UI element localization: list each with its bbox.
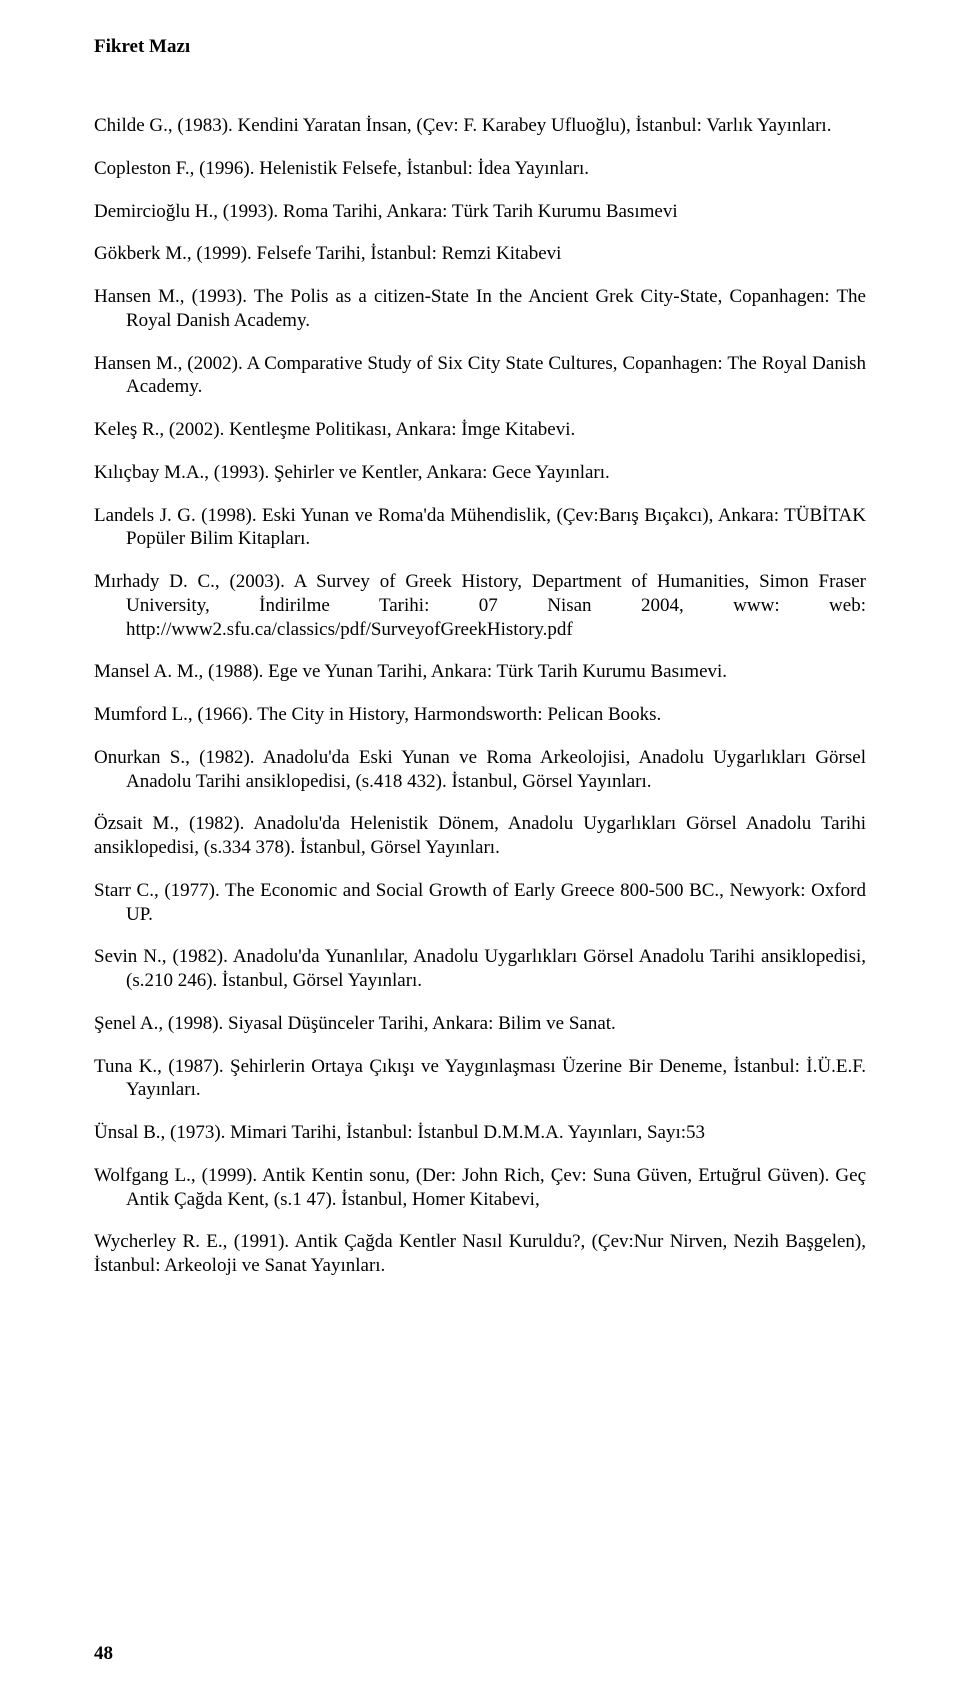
reference-entry: Onurkan S., (1982). Anadolu'da Eski Yuna… [94, 746, 866, 794]
reference-entry: Özsait M., (1982). Anadolu'da Helenistik… [94, 812, 866, 860]
reference-entry: Hansen M., (1993). The Polis as a citize… [94, 285, 866, 333]
reference-entry: Wolfgang L., (1999). Antik Kentin sonu, … [94, 1164, 866, 1212]
reference-entry: Copleston F., (1996). Helenistik Felsefe… [94, 157, 866, 181]
reference-entry: Ünsal B., (1973). Mimari Tarihi, İstanbu… [94, 1121, 866, 1145]
reference-entry: Tuna K., (1987). Şehirlerin Ortaya Çıkış… [94, 1055, 866, 1103]
reference-entry: Kılıçbay M.A., (1993). Şehirler ve Kentl… [94, 461, 866, 485]
reference-entry: Gökberk M., (1999). Felsefe Tarihi, İsta… [94, 242, 866, 266]
reference-entry: Demircioğlu H., (1993). Roma Tarihi, Ank… [94, 200, 866, 224]
reference-entry: Mumford L., (1966). The City in History,… [94, 703, 866, 727]
reference-entry: Wycherley R. E., (1991). Antik Çağda Ken… [94, 1230, 866, 1278]
page-header-author: Fikret Mazı [94, 36, 866, 58]
reference-entry: Mansel A. M., (1988). Ege ve Yunan Tarih… [94, 660, 866, 684]
page: Fikret Mazı Childe G., (1983). Kendini Y… [0, 0, 960, 1699]
reference-entry: Keleş R., (2002). Kentleşme Politikası, … [94, 418, 866, 442]
reference-entry: Landels J. G. (1998). Eski Yunan ve Roma… [94, 504, 866, 552]
references-list: Childe G., (1983). Kendini Yaratan İnsan… [94, 114, 866, 1278]
reference-entry: Şenel A., (1998). Siyasal Düşünceler Tar… [94, 1012, 866, 1036]
reference-entry: Hansen M., (2002). A Comparative Study o… [94, 352, 866, 400]
page-number: 48 [94, 1643, 113, 1665]
reference-entry: Childe G., (1983). Kendini Yaratan İnsan… [94, 114, 866, 138]
reference-entry: Starr C., (1977). The Economic and Socia… [94, 879, 866, 927]
reference-entry: Sevin N., (1982). Anadolu'da Yunanlılar,… [94, 945, 866, 993]
reference-entry: Mırhady D. C., (2003). A Survey of Greek… [94, 570, 866, 641]
